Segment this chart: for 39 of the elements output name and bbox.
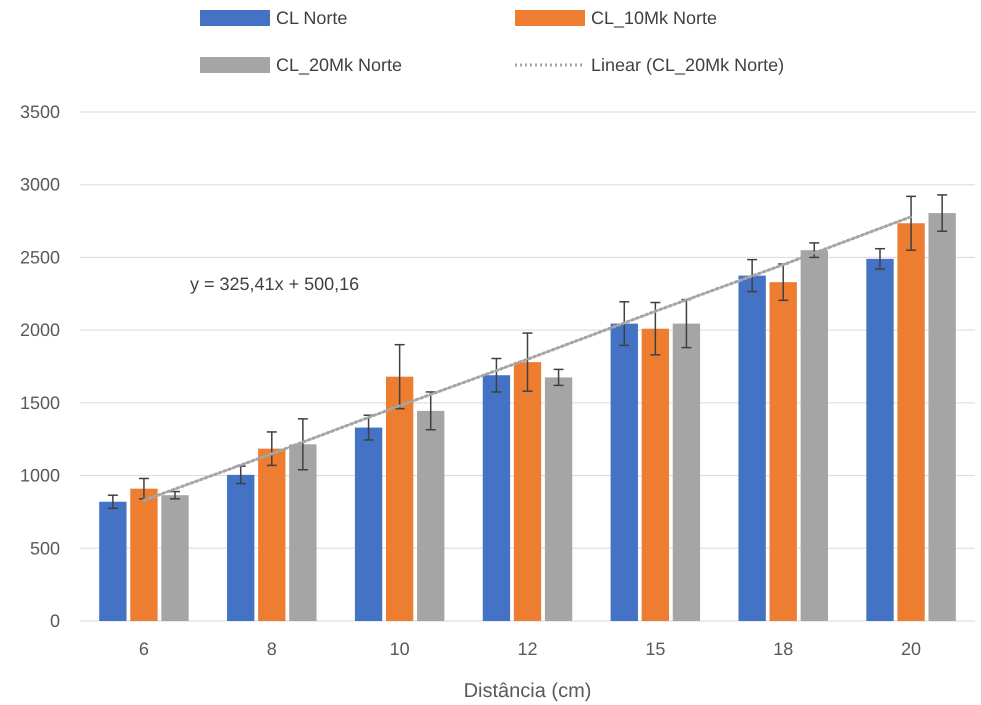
x-tick-label: 18	[773, 639, 794, 659]
y-tick-label: 1500	[20, 392, 60, 413]
y-tick-label: 3000	[20, 174, 60, 195]
bar	[482, 375, 510, 621]
legend-label: CL_10Mk Norte	[591, 8, 718, 28]
y-tick-label: 0	[50, 611, 60, 631]
legend-label: CL Norte	[276, 8, 348, 28]
legend-label: Linear (CL_20Mk Norte)	[591, 55, 784, 75]
bar	[897, 223, 925, 621]
bar	[386, 376, 414, 621]
x-tick-label: 12	[517, 639, 538, 659]
bar	[354, 428, 382, 621]
y-tick-label: 500	[30, 538, 60, 558]
bar	[642, 328, 670, 621]
x-tick-label: 15	[645, 639, 666, 659]
bar	[610, 324, 638, 621]
bar	[928, 213, 956, 621]
bar	[544, 377, 572, 621]
bar	[99, 502, 127, 621]
x-axis-title: Distância (cm)	[464, 680, 592, 702]
bar	[770, 282, 797, 621]
y-tick-label: 3500	[20, 102, 60, 122]
bar	[738, 276, 766, 621]
x-tick-label: 20	[901, 639, 922, 659]
bar	[672, 324, 700, 621]
bar	[227, 474, 254, 621]
x-tick-label: 10	[390, 639, 410, 659]
y-tick-label: 2000	[20, 320, 60, 340]
annotation: y = 325,41x + 500,16	[190, 274, 360, 294]
legend-label: CL_20Mk Norte	[276, 55, 402, 75]
bar	[417, 410, 444, 621]
bar	[514, 362, 542, 621]
bar	[130, 488, 158, 621]
x-tick-label: 6	[138, 639, 149, 659]
y-tick-label: 2500	[20, 247, 60, 268]
x-tick-label: 8	[266, 639, 277, 659]
y-tick-label: 1000	[20, 466, 60, 486]
bar	[866, 258, 894, 621]
bar	[258, 448, 286, 621]
